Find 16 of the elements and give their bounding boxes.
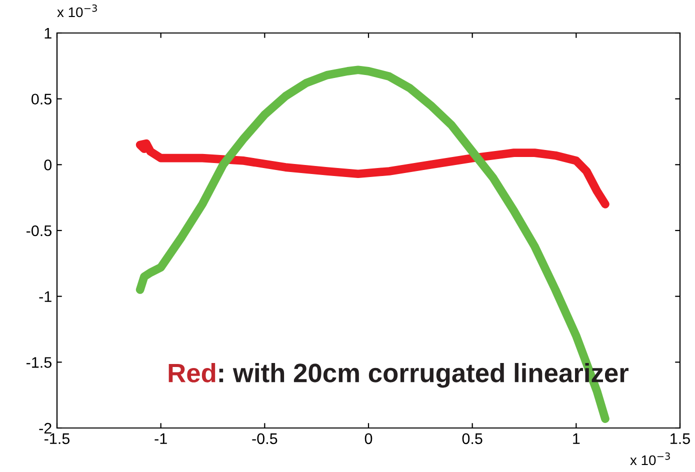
x-tick-label: 1.5	[670, 433, 690, 444]
text: x 10$^{−3}$	[630, 452, 670, 466]
x-tick-label: -1	[154, 433, 167, 444]
y-tick-label: 1	[44, 28, 52, 39]
x-tick-label: 1	[573, 433, 580, 444]
text: x 10$^{−3}$	[57, 4, 97, 18]
x-tick-label: -0.5	[252, 433, 278, 444]
x-tick-label: 0.5	[462, 433, 482, 444]
annotation: Red	[168, 363, 216, 382]
y-tick-label: -1.5	[26, 357, 52, 368]
y-tick-label: 0.5	[32, 94, 52, 105]
y-tick-label: -0.5	[26, 225, 52, 236]
y-tick-label: 0	[44, 160, 52, 170]
y-tick-label: -1	[39, 291, 52, 302]
x-tick-label: 0	[364, 433, 372, 444]
y-tick-label: -2	[39, 422, 52, 434]
